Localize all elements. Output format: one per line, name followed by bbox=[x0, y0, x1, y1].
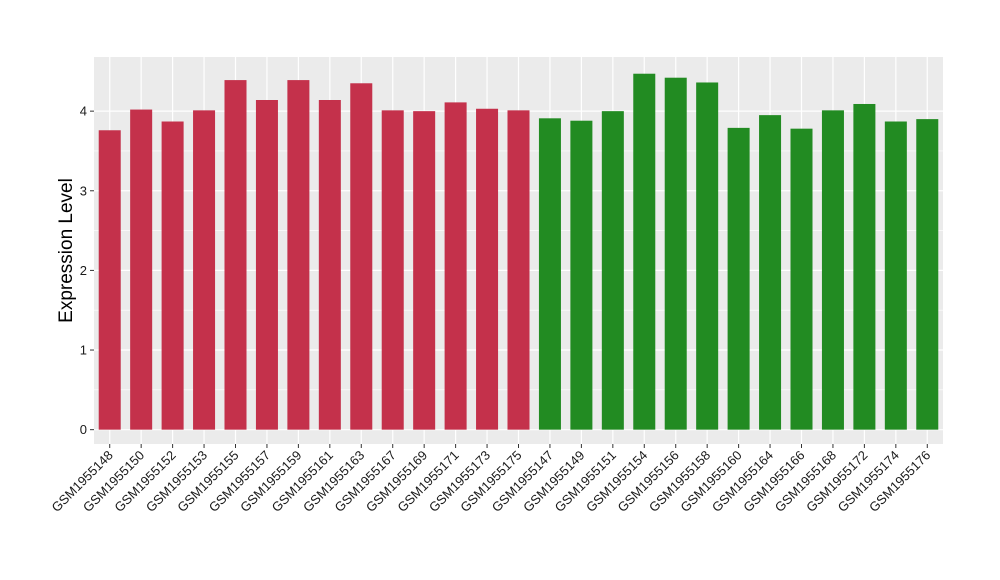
bars bbox=[98, 73, 939, 430]
bar-GSM1955164 bbox=[759, 115, 782, 430]
bar-GSM1955150 bbox=[130, 109, 153, 430]
y-tick-label: 0 bbox=[80, 422, 87, 437]
bar-GSM1955148 bbox=[98, 130, 121, 430]
bar-GSM1955176 bbox=[916, 119, 939, 430]
bar-GSM1955163 bbox=[350, 83, 373, 430]
bar-GSM1955149 bbox=[570, 120, 593, 430]
bar-GSM1955174 bbox=[884, 121, 907, 430]
bar-GSM1955173 bbox=[476, 108, 499, 430]
bar-GSM1955172 bbox=[853, 103, 876, 430]
y-axis: 0 1 2 3 4 bbox=[80, 104, 94, 437]
x-axis: GSM1955148GSM1955150GSM1955152GSM1955153… bbox=[49, 444, 933, 515]
y-tick-label: 3 bbox=[80, 183, 87, 198]
bar-GSM1955169 bbox=[413, 111, 436, 430]
bar-GSM1955157 bbox=[255, 100, 278, 430]
y-axis-title: Expression Level bbox=[56, 178, 77, 323]
bar-GSM1955158 bbox=[696, 82, 719, 430]
bar-GSM1955155 bbox=[224, 80, 247, 430]
bar-GSM1955171 bbox=[444, 102, 467, 430]
y-tick-label: 2 bbox=[80, 263, 87, 278]
bar-GSM1955167 bbox=[381, 110, 404, 430]
bar-GSM1955175 bbox=[507, 110, 530, 430]
bar-GSM1955160 bbox=[727, 127, 750, 430]
y-tick-label: 4 bbox=[80, 104, 87, 119]
bar-GSM1955147 bbox=[538, 118, 561, 430]
y-tick-label: 1 bbox=[80, 343, 87, 358]
bar-GSM1955168 bbox=[821, 110, 844, 430]
bar-GSM1955161 bbox=[318, 100, 341, 430]
bar-GSM1955156 bbox=[664, 77, 687, 430]
bar-GSM1955153 bbox=[193, 110, 216, 430]
bar-GSM1955154 bbox=[633, 73, 656, 430]
bar-GSM1955152 bbox=[161, 121, 184, 430]
bar-GSM1955151 bbox=[601, 111, 624, 430]
bar-GSM1955166 bbox=[790, 128, 813, 430]
bar-GSM1955159 bbox=[287, 80, 310, 430]
